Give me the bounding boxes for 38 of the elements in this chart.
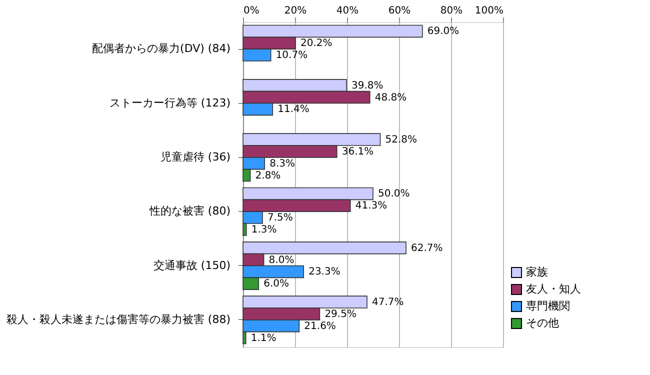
legend-label: 友人・知人 xyxy=(526,282,581,296)
y-tick-label: 性的な被害 (80) xyxy=(148,204,230,218)
data-label: 69.0% xyxy=(427,26,460,38)
y-tick-label: ストーカー行為等 (123) xyxy=(109,96,230,110)
data-label: 1.3% xyxy=(251,224,277,236)
legend-label: その他 xyxy=(526,316,559,330)
data-label: 21.6% xyxy=(304,320,336,332)
data-label: 39.8% xyxy=(351,80,384,92)
data-label: 7.5% xyxy=(268,212,293,224)
data-label: 11.4% xyxy=(278,104,310,116)
data-label: 50.0% xyxy=(378,188,410,200)
x-tick-label: 20% xyxy=(284,6,307,16)
legend-label: 専門機関 xyxy=(526,300,570,312)
data-label: 23.3% xyxy=(308,266,340,278)
y-tick-label: 児童虐待 (36) xyxy=(160,150,230,164)
data-label: 41.3% xyxy=(355,200,388,212)
y-tick-label: 配偶者からの暴力(DV) (84) xyxy=(92,42,230,56)
data-label: 8.0% xyxy=(268,254,294,266)
data-label: 10.7% xyxy=(276,50,308,62)
x-tick-label: 40% xyxy=(336,6,359,16)
data-label: 8.3% xyxy=(270,158,295,170)
data-label: 6.0% xyxy=(264,278,290,290)
data-label: 62.7% xyxy=(411,242,443,254)
data-label: 20.2% xyxy=(300,38,332,50)
legend-label: 家族 xyxy=(526,266,548,278)
x-tick-label: 0% xyxy=(244,6,260,16)
x-tick-label: 80% xyxy=(440,6,463,16)
x-tick-label: 100% xyxy=(474,6,504,16)
data-label: 29.5% xyxy=(324,308,356,320)
x-tick-label: 60% xyxy=(388,6,411,16)
y-tick-label: 殺人・殺人未遂または傷害等の暴力被害 (88) xyxy=(6,312,230,326)
data-label: 2.8% xyxy=(255,170,281,182)
data-label: 47.7% xyxy=(372,297,404,308)
data-label: 48.8% xyxy=(374,92,407,104)
data-label: 36.1% xyxy=(342,146,374,158)
y-tick-label: 交通事故 (150) xyxy=(153,258,230,272)
data-label: 1.1% xyxy=(250,332,276,344)
data-label: 52.8% xyxy=(385,134,418,146)
